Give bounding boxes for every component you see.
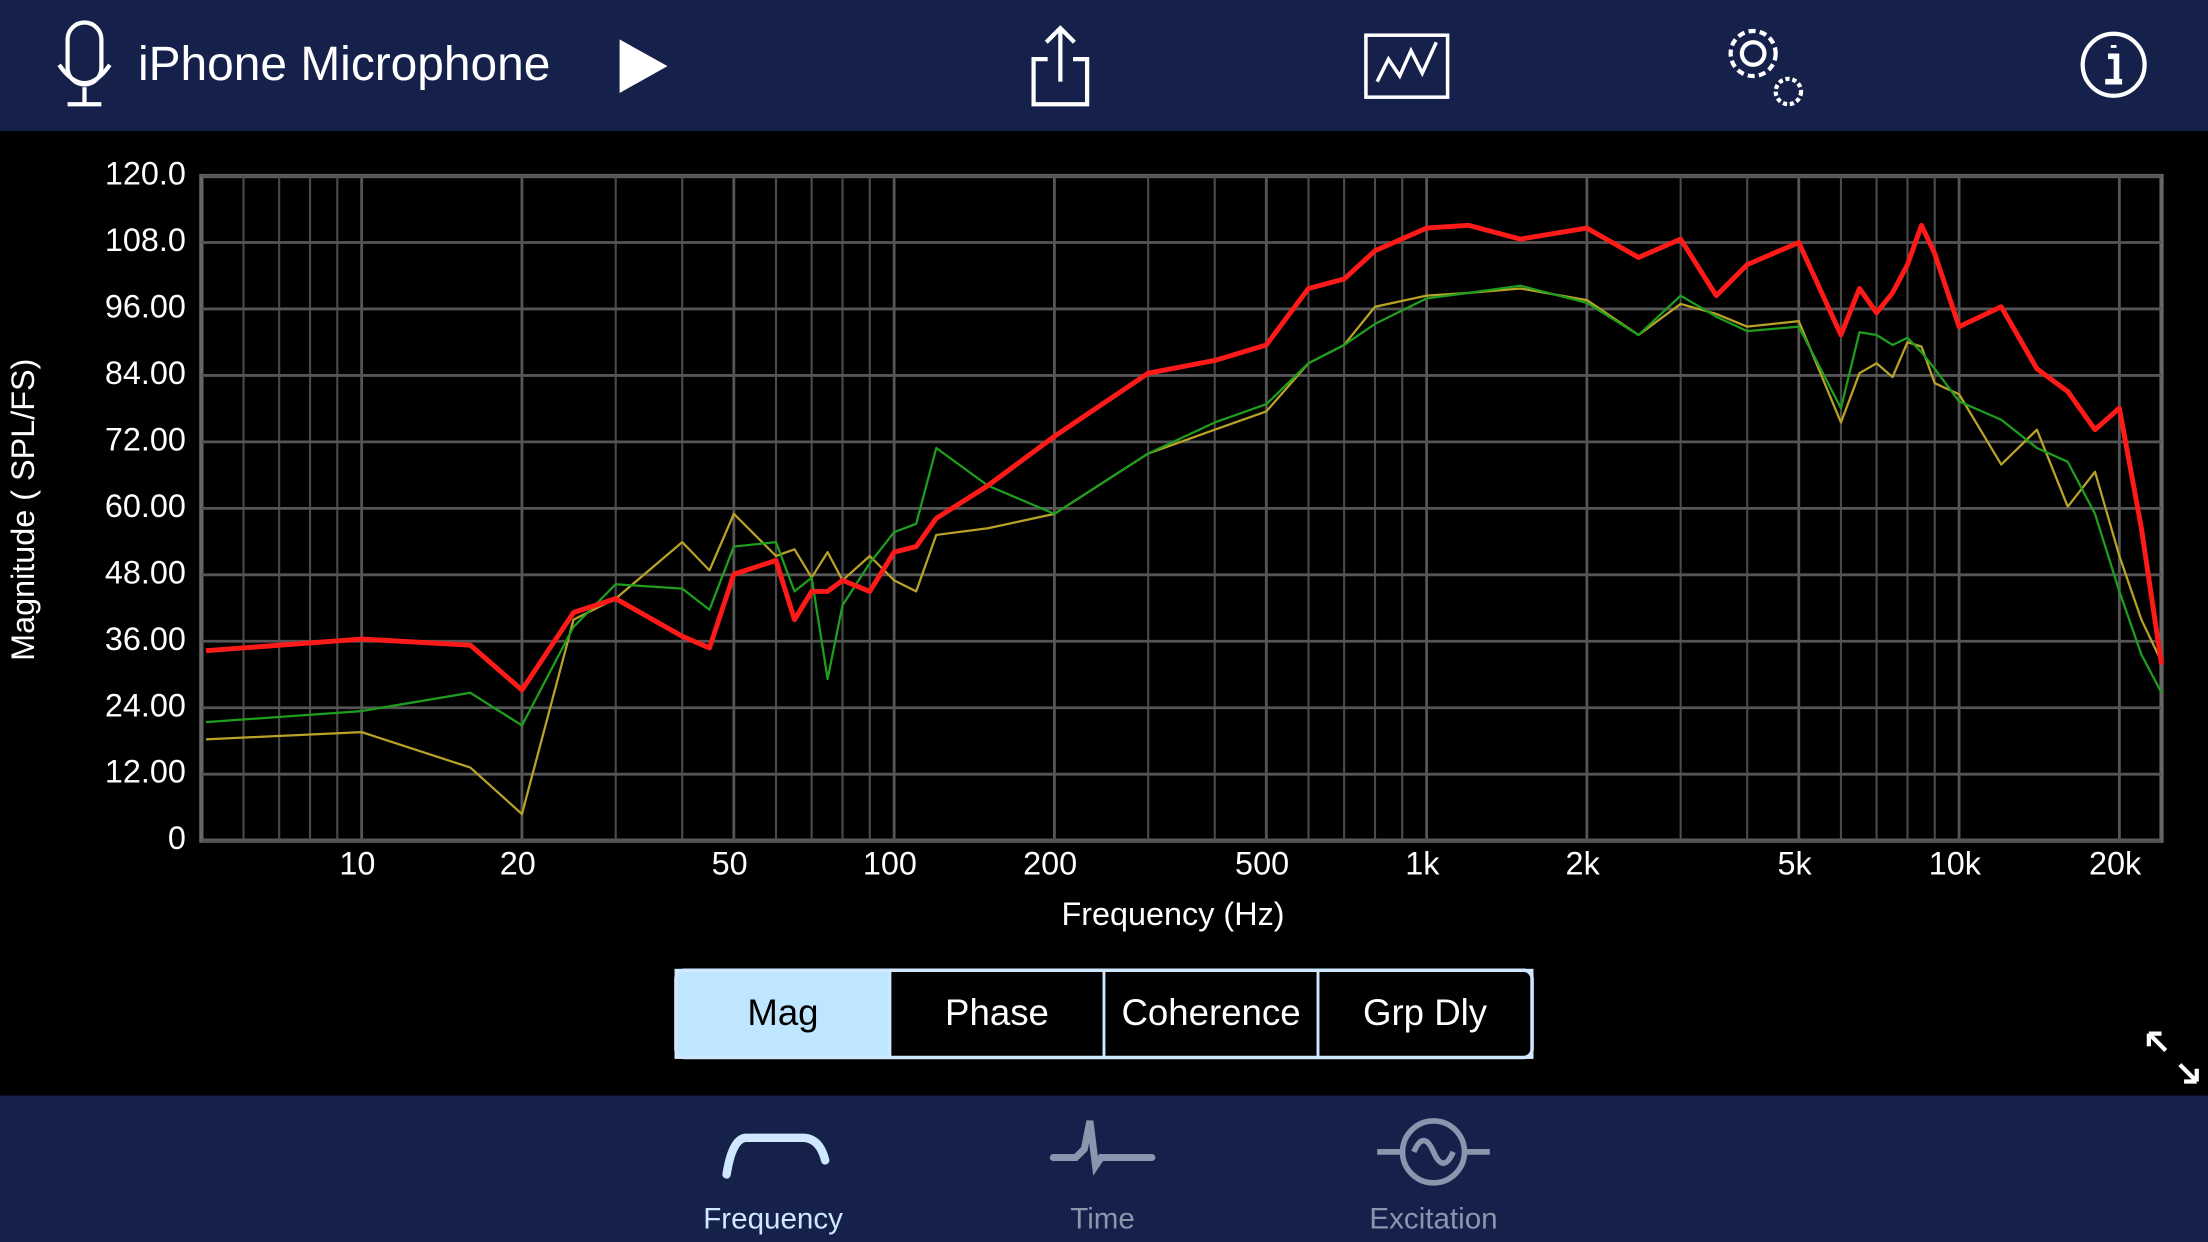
segment-label[interactable]: Mag	[747, 992, 818, 1033]
play-button[interactable]	[619, 39, 668, 93]
x-tick-label: 5k	[1777, 846, 1812, 882]
y-tick-label: 60.00	[105, 488, 186, 524]
x-tick-label: 50	[712, 846, 748, 882]
x-tick-label: 100	[863, 846, 917, 882]
info-icon[interactable]	[2080, 31, 2147, 98]
x-tick-label: 1k	[1405, 846, 1440, 882]
expand-icon[interactable]	[2146, 1031, 2199, 1084]
y-tick-label: 108.0	[105, 222, 186, 258]
frequency-tab-icon[interactable]	[722, 1133, 830, 1179]
mic-icon[interactable]	[57, 20, 112, 107]
axis-labels: 10 20 50 100 200 500 1k 2k 5k 10k 20k 120.0 108.0 96.…	[105, 156, 2142, 882]
y-tick-label: 12.00	[105, 754, 186, 790]
y-axis-label: Magnitude ( SPL/FS)	[5, 359, 41, 661]
segment-label[interactable]: Coherence	[1121, 992, 1300, 1033]
tab-label[interactable]: Time	[1070, 1203, 1135, 1236]
series-line	[205, 284, 2163, 727]
chart-icon[interactable]	[1364, 33, 1450, 99]
share-icon[interactable]	[1031, 25, 1090, 107]
segment-button[interactable]	[1316, 968, 1534, 1059]
x-tick-label: 20	[500, 846, 536, 882]
y-tick-label: 24.00	[105, 687, 186, 723]
x-tick-label: 20k	[2089, 846, 2142, 882]
y-tick-label: 36.00	[105, 621, 186, 657]
tab-label[interactable]: Excitation	[1369, 1203, 1497, 1236]
series-line	[205, 287, 2163, 816]
grid	[201, 174, 2162, 843]
excitation-tab-icon[interactable]	[1377, 1118, 1490, 1186]
segment-label[interactable]: Grp Dly	[1363, 992, 1488, 1033]
device-title[interactable]: iPhone Microphone	[138, 38, 550, 91]
y-tick-label: 84.00	[105, 355, 186, 391]
y-tick-label: 120.0	[105, 156, 186, 192]
x-axis-label: Frequency (Hz)	[1061, 896, 1284, 932]
top-bar	[0, 0, 2208, 131]
tabs: Frequency Time Excitation	[703, 1203, 1497, 1236]
time-tab-icon[interactable]	[1049, 1120, 1156, 1176]
x-tick-label: 500	[1235, 846, 1289, 882]
tab-bar	[0, 1095, 2208, 1242]
segment-label[interactable]: Phase	[945, 992, 1049, 1033]
segmented-control: Mag Phase Coherence Grp Dly	[674, 968, 1534, 1060]
segment-frame	[674, 968, 1534, 1060]
x-tick-label: 10	[339, 846, 375, 882]
series-group	[205, 222, 2164, 816]
y-tick-label: 96.00	[105, 288, 186, 324]
settings-icon[interactable]	[1728, 28, 1804, 107]
y-tick-label: 72.00	[105, 421, 186, 457]
y-tick-label: 48.00	[105, 554, 186, 590]
tab-label[interactable]: Frequency	[703, 1203, 843, 1236]
x-tick-label: 10k	[1929, 846, 1982, 882]
series-line	[205, 222, 2164, 693]
x-tick-label: 2k	[1566, 846, 1601, 882]
y-tick-label: 0	[168, 820, 186, 856]
x-tick-label: 200	[1023, 846, 1077, 882]
